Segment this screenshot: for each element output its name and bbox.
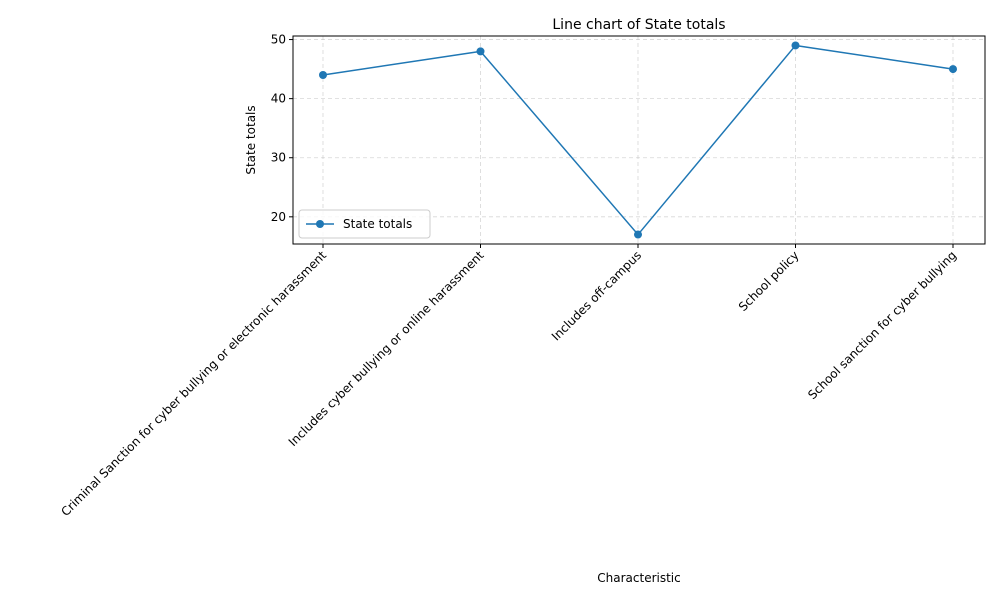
data-point (319, 71, 327, 79)
y-tick-label: 20 (271, 210, 286, 224)
legend: State totals (298, 209, 431, 239)
legend-marker-sample (316, 220, 324, 228)
chart-title: Line chart of State totals (552, 17, 725, 33)
y-tick-label: 30 (271, 151, 286, 165)
y-axis-title: State totals (244, 105, 258, 174)
plot-frame (292, 35, 986, 245)
legend-label-state-totals: State totals (343, 217, 412, 231)
y-tick-label: 50 (271, 33, 286, 47)
data-point (476, 47, 485, 56)
data-point (791, 41, 800, 50)
y-tick-label: 40 (271, 92, 286, 106)
data-point (634, 230, 642, 239)
x-axis-title: Characteristic (597, 571, 680, 585)
data-point (949, 65, 957, 74)
legend-box (298, 209, 431, 239)
series-layer (319, 41, 957, 239)
grid-layer (293, 36, 985, 244)
